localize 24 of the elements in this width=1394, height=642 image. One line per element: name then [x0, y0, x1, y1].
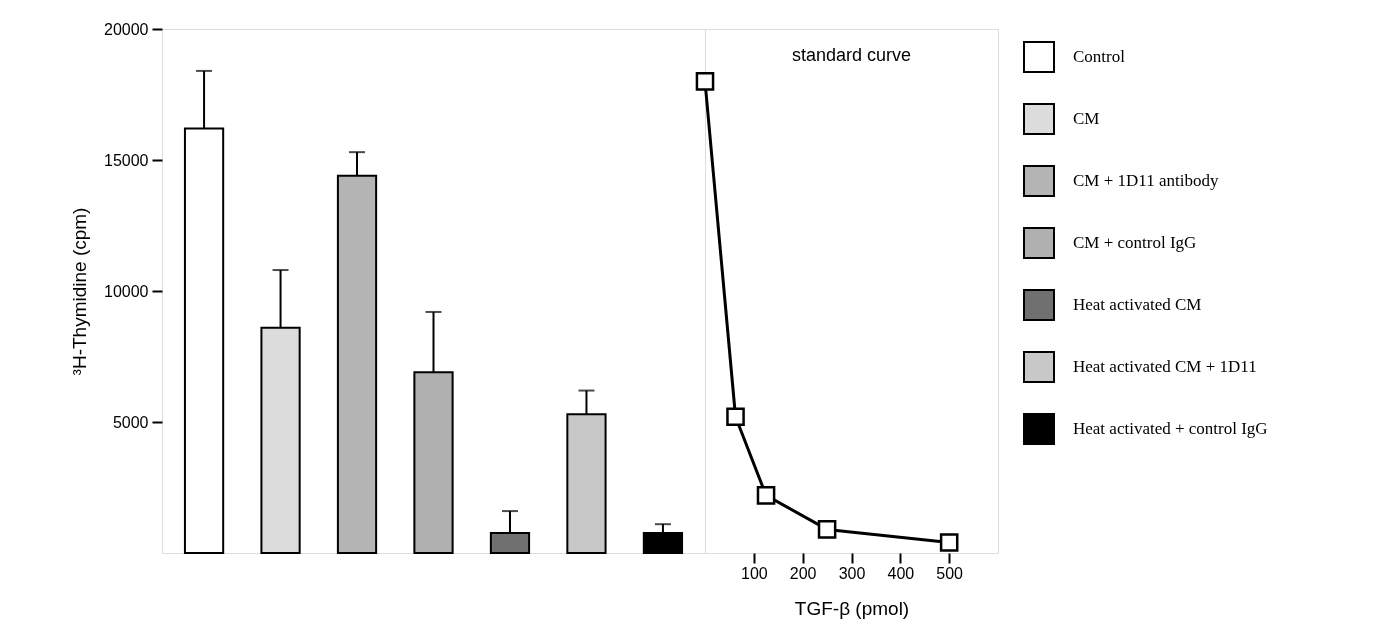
x-tick-label: 100 [740, 564, 768, 582]
legend-label: Heat activated CM + 1D11 [1073, 357, 1257, 376]
x-tick-label: 500 [936, 564, 964, 582]
annotation: standard curve [791, 45, 912, 65]
point [939, 533, 959, 552]
legend-label: CM [1073, 109, 1100, 128]
point [817, 520, 837, 539]
y-tick-label: 10000 [104, 282, 149, 300]
x-tick-label: 300 [838, 564, 866, 582]
y-tick-label: 20000 [104, 20, 149, 38]
legend-label: Heat activated CM [1073, 295, 1202, 314]
point [756, 486, 776, 505]
legend-label: Heat activated + control IgG [1073, 419, 1268, 438]
x-tick-label: 200 [789, 564, 817, 582]
y-tick-label: 15000 [104, 151, 149, 169]
x-axis-title: TGF-β (pmol) [794, 597, 910, 619]
y-tick-label: 5000 [112, 413, 149, 431]
legend-label: Control [1073, 47, 1126, 66]
point [726, 407, 745, 427]
x-tick-label: 400 [887, 564, 915, 582]
legend-label: CM + control IgG [1073, 233, 1197, 252]
y-axis-title: ³H-Thymidine (cpm) [69, 207, 91, 376]
point [695, 72, 715, 91]
legend-label: CM + 1D11 antibody [1073, 171, 1219, 190]
